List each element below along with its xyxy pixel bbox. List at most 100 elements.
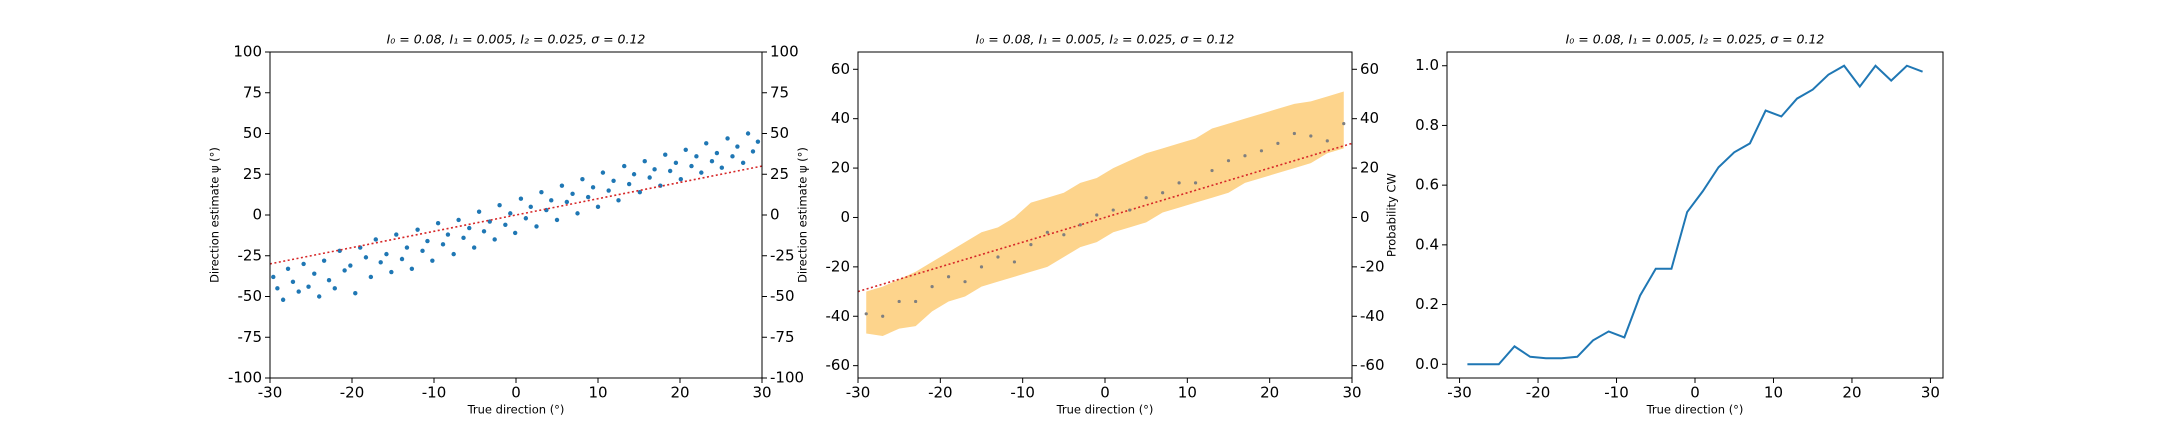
x-tick-label: 10 xyxy=(588,384,607,402)
scatter-point xyxy=(275,286,280,291)
axes-frame xyxy=(269,51,763,379)
y2-tick-label: -25 xyxy=(770,246,795,264)
scatter-point xyxy=(725,136,730,141)
scatter-point xyxy=(451,251,456,257)
mean-point xyxy=(1144,196,1148,200)
scatter-point xyxy=(663,152,668,157)
mean-point xyxy=(1292,131,1296,136)
scatter-point xyxy=(694,154,699,159)
y-tick-label: -50 xyxy=(238,287,263,305)
y-tick-label: 40 xyxy=(831,109,850,127)
y-tick-label: 25 xyxy=(243,165,262,183)
scatter-point xyxy=(481,229,487,234)
y-tick-label: 0.6 xyxy=(1415,176,1439,194)
x-tick-label: 10 xyxy=(1178,384,1197,402)
mean-point xyxy=(1210,168,1214,173)
scatter-point xyxy=(570,191,575,197)
y-tick-label: 0.4 xyxy=(1415,235,1439,253)
y-tick-label: -100 xyxy=(228,369,262,387)
chart-title: I₀ = 0.08, I₁ = 0.005, I₂ = 0.025, σ = 0… xyxy=(387,32,646,47)
mean-point xyxy=(1243,154,1247,158)
scatter-point xyxy=(445,232,451,237)
y-tick-label: 1.0 xyxy=(1415,56,1439,74)
scatter-point xyxy=(611,178,616,183)
y-axis-label: Direction estimate ψ (°) xyxy=(208,147,222,283)
scatter-point xyxy=(750,149,756,154)
y2-tick-label: 20 xyxy=(1360,159,1379,177)
scatter-point xyxy=(719,165,725,170)
y-tick-label: 0 xyxy=(840,208,850,226)
y2-tick-label: 0 xyxy=(770,206,780,224)
subplot: -30 -20 -10 0 10 20 30 -60 -40 -20 0 20 40 60 -60 -40 -2… xyxy=(796,32,1385,417)
scatter-point xyxy=(476,209,482,214)
scatter-point xyxy=(549,198,554,203)
mean-point xyxy=(979,265,984,269)
x-axis-label: True direction (°) xyxy=(1056,403,1154,417)
scatter-point xyxy=(667,168,673,174)
x-axis-label: True direction (°) xyxy=(1646,403,1744,417)
scatter-point xyxy=(631,172,637,177)
scatter-point xyxy=(363,255,369,260)
y-tick-label: 0.8 xyxy=(1415,116,1439,134)
scatter-point xyxy=(709,159,715,164)
scatter-point xyxy=(585,194,591,200)
y2-tick-label: 0 xyxy=(1360,208,1370,226)
scatter-point xyxy=(321,258,327,263)
scatter-point xyxy=(280,297,286,302)
x-tick-label: 30 xyxy=(1921,384,1940,402)
mean-point xyxy=(1177,181,1181,185)
scatter-point xyxy=(595,204,601,210)
subplot: -30 -20 -10 0 10 20 30-100-75-50-250255075100-… xyxy=(208,32,805,417)
scatter-point xyxy=(539,189,544,195)
x-tick-label: -10 xyxy=(422,384,447,402)
y2-tick-label: 100 xyxy=(770,43,799,61)
y-tick-label: 20 xyxy=(831,159,850,177)
scatter-point xyxy=(384,251,389,257)
scatter-point xyxy=(683,147,688,152)
scatter-point xyxy=(678,176,684,182)
scatter-point xyxy=(523,216,529,221)
mean-point xyxy=(1325,139,1329,143)
scatter-point xyxy=(564,199,570,205)
y-tick-label: -75 xyxy=(238,328,263,346)
x-tick-label: 0 xyxy=(1100,384,1110,402)
scatter-point xyxy=(626,181,632,187)
scatter-point xyxy=(440,242,446,247)
scatter-point xyxy=(271,274,276,280)
mean-point xyxy=(1128,208,1132,212)
scatter-point xyxy=(622,163,627,169)
scatter-point xyxy=(404,245,410,250)
mean-point xyxy=(1193,181,1198,185)
y-tick-label: -20 xyxy=(826,257,851,275)
x-tick-label: -20 xyxy=(340,384,365,402)
mean-point xyxy=(881,314,885,318)
scatter-point xyxy=(508,211,513,216)
mean-point xyxy=(1045,230,1049,234)
scatter-point xyxy=(745,131,751,136)
subplot: -30 -20 -10 0 10 20 30 0.0 0.2 0.4 0.6 0.8 1.0 I₀ = 0… xyxy=(1385,32,1944,417)
x-tick-label: 30 xyxy=(1342,384,1361,402)
x-tick-label: -20 xyxy=(1526,384,1551,402)
y2-tick-label: -60 xyxy=(1360,356,1385,374)
scatter-point xyxy=(285,266,291,271)
scatter-point xyxy=(312,271,317,276)
x-tick-label: 0 xyxy=(1690,384,1700,402)
scatter-point xyxy=(534,224,539,229)
scatter-point xyxy=(399,256,405,262)
scatter-point xyxy=(554,217,560,223)
scatter-point xyxy=(342,268,347,273)
scatter-point xyxy=(317,294,322,299)
y2-tick-label: -20 xyxy=(1360,257,1385,275)
scatter-point xyxy=(497,203,502,208)
y-tick-label: 75 xyxy=(243,83,262,101)
mean-point xyxy=(1342,122,1346,126)
x-tick-label: 10 xyxy=(1764,384,1783,402)
y-axis-label: Probability CW xyxy=(1385,173,1399,257)
y-tick-label: 60 xyxy=(831,60,850,78)
mean-point xyxy=(963,280,967,284)
plot-area xyxy=(270,131,762,302)
y2-tick-label: -100 xyxy=(770,369,804,387)
y-tick-label: 0 xyxy=(252,206,262,224)
scatter-point xyxy=(332,286,337,291)
